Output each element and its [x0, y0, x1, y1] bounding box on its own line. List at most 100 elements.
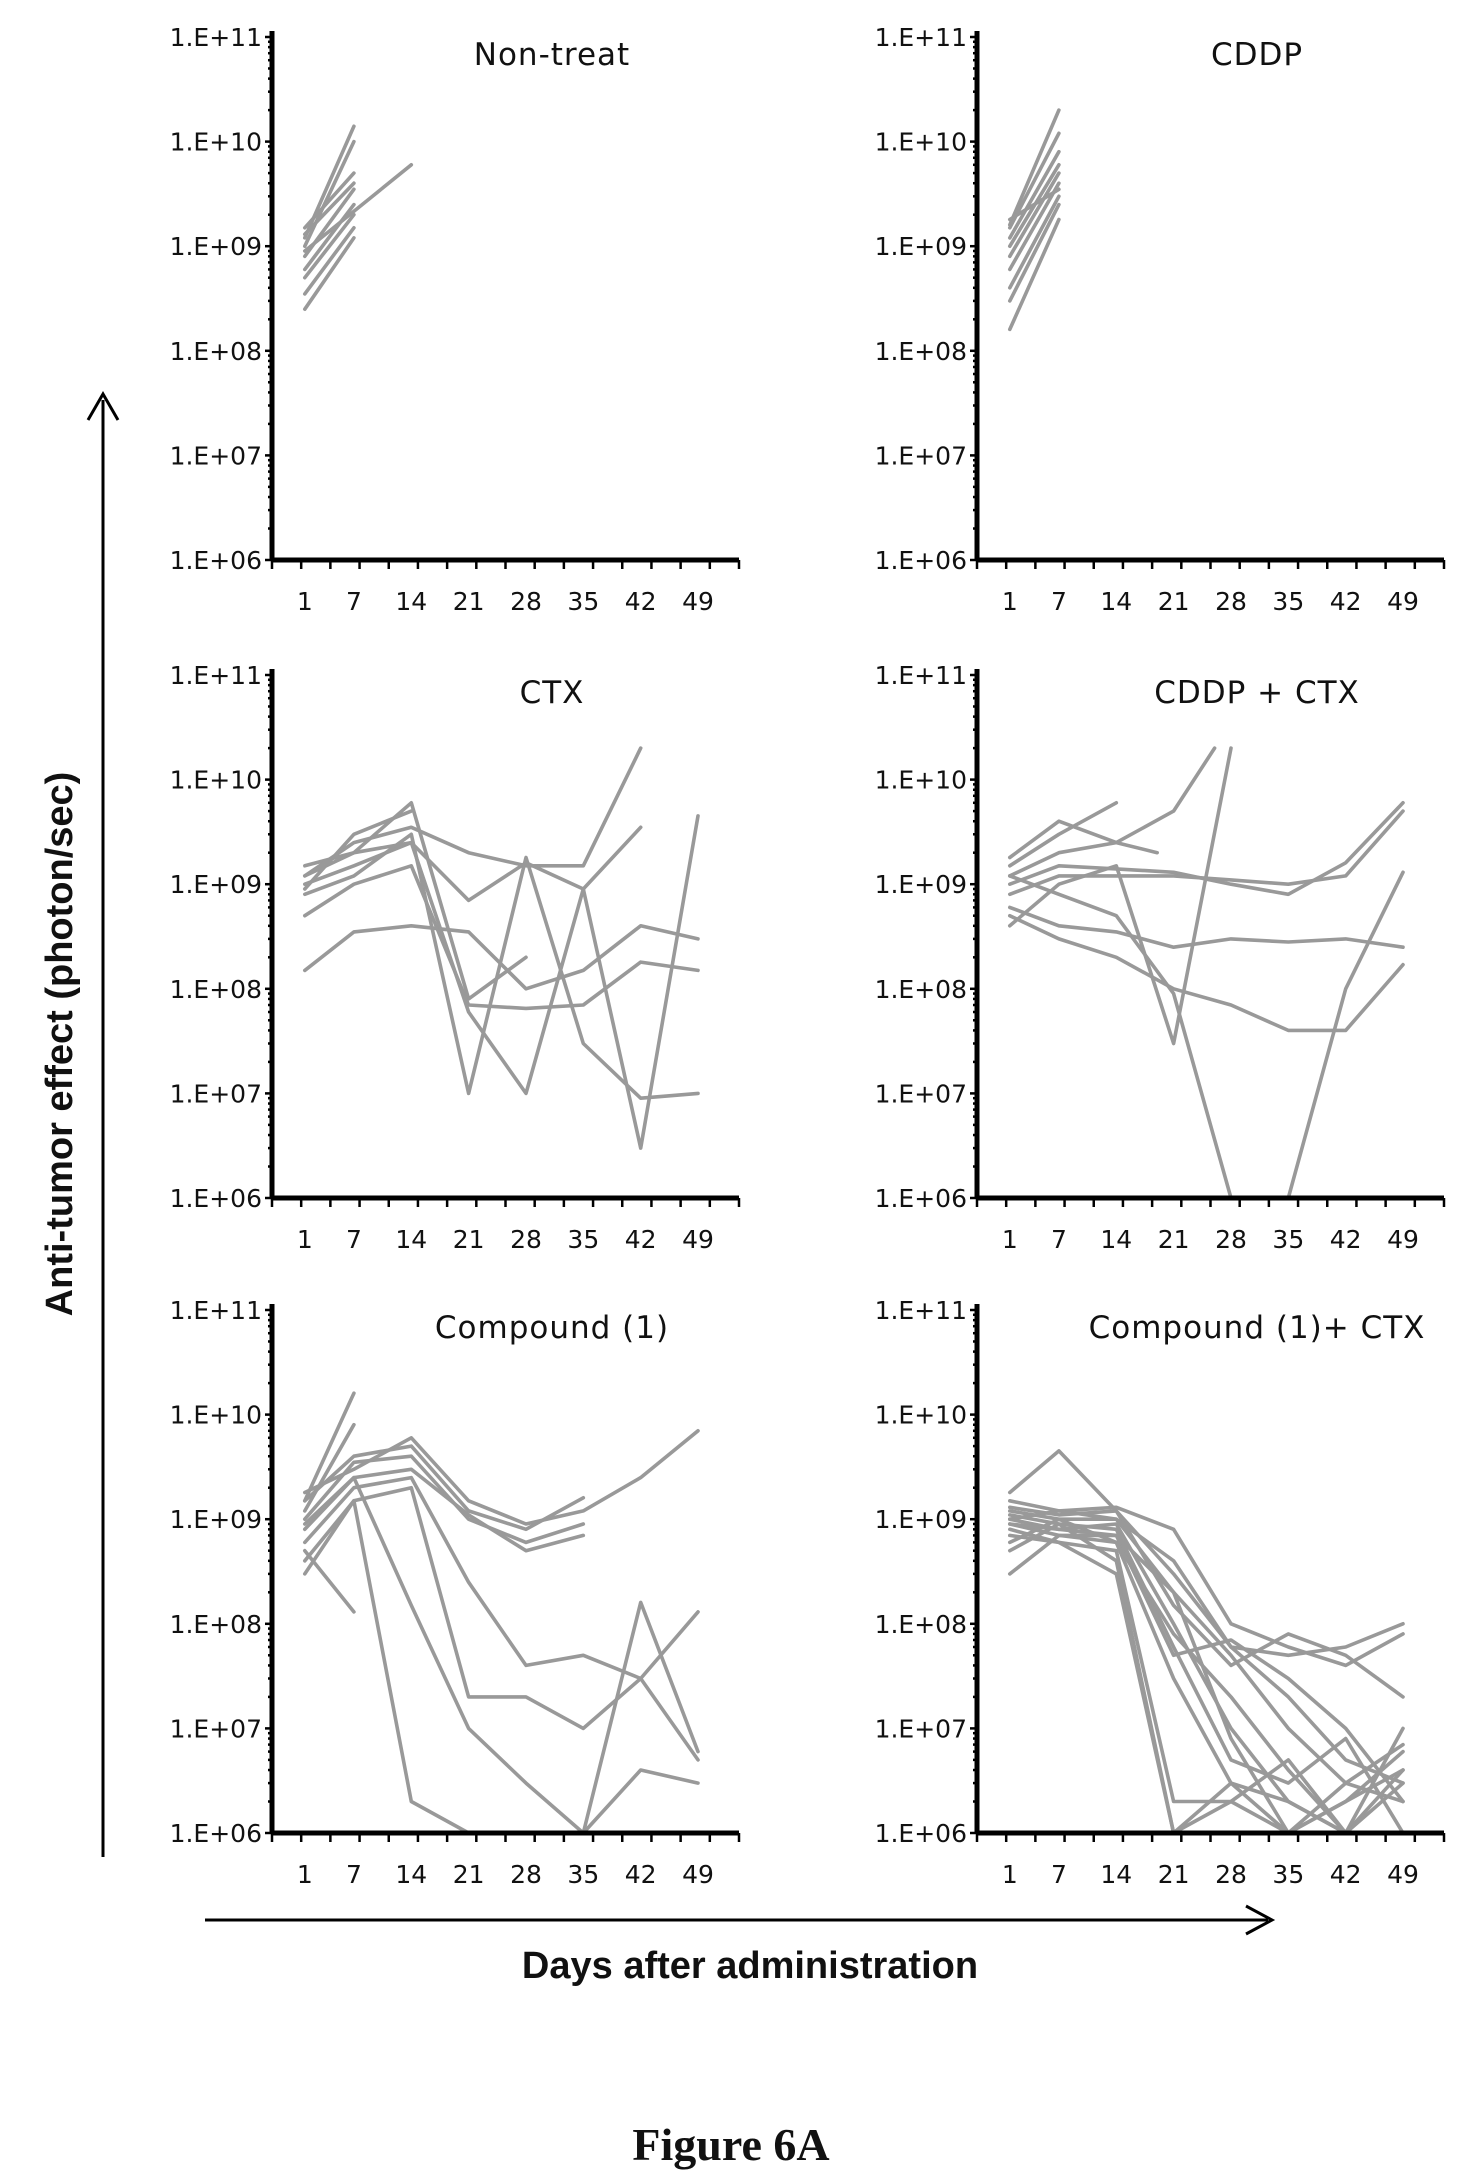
series-line-1	[1007, 746, 1217, 860]
y-tick-label: 1.E+06	[170, 546, 262, 575]
series-line-8	[302, 809, 414, 891]
y-tick-label: 1.E+08	[170, 1610, 262, 1639]
x-tick-label: 1	[297, 587, 313, 616]
x-tick-label: 35	[1272, 587, 1304, 616]
x-tick-label: 21	[453, 587, 485, 616]
series-line-2	[1007, 131, 1061, 230]
y-tick-label: 1.E+11	[875, 1296, 967, 1325]
series-line-11	[302, 1499, 700, 1835]
series-line-5	[302, 923, 700, 991]
series-line-3	[1007, 1509, 1405, 1785]
x-tick-label: 1	[1002, 1225, 1018, 1254]
y-tick-label: 1.E+08	[875, 1610, 967, 1639]
series-line-8	[1007, 1533, 1405, 1804]
series-line-1	[302, 800, 528, 1001]
series-line-3	[302, 171, 356, 230]
x-tick-label: 49	[1387, 587, 1419, 616]
x-tick-label: 35	[567, 1225, 599, 1254]
y-tick-label: 1.E+10	[875, 128, 967, 157]
y-tick-label: 1.E+06	[875, 546, 967, 575]
series-line-7	[302, 226, 356, 296]
series-line-4	[302, 1429, 700, 1526]
y-tick-label: 1.E+11	[875, 23, 967, 52]
series-line-2	[302, 1422, 356, 1513]
y-tick-label: 1.E+08	[170, 975, 262, 1004]
x-tick-label: 21	[453, 1225, 485, 1254]
x-tick-label: 49	[682, 1860, 714, 1889]
chart-panel-cddp-ctx: CDDP + CTX 1.E+06 1.E+07 1.E+08 1.E+09 1.E+10…	[875, 661, 1446, 1254]
x-tick-label: 1	[297, 1860, 313, 1889]
y-tick-label: 1.E+09	[875, 232, 967, 261]
panel-title: CDDP	[1211, 37, 1303, 73]
chart-panel-ctx: CTX 1.E+06 1.E+07 1.E+08 1.E+09 1.E+10 1.E+11 1…	[170, 661, 741, 1254]
x-tick-label: 49	[682, 1225, 714, 1254]
y-tick-label: 1.E+09	[875, 1505, 967, 1534]
series-line-7	[1007, 194, 1061, 290]
y-tick-label: 1.E+07	[170, 441, 262, 470]
series-group	[302, 1391, 700, 1835]
chart-panel-non-treat: Non-treat 1.E+06 1.E+07 1.E+08 1.E+09 1.E+10 1…	[170, 23, 741, 616]
series-group	[302, 746, 700, 1150]
y-tick-label: 1.E+11	[170, 23, 262, 52]
series-line-10	[302, 1475, 700, 1835]
series-line-9	[1007, 217, 1061, 332]
series-line-6	[1007, 181, 1061, 272]
x-tick-label: 21	[1158, 1225, 1190, 1254]
y-axis-arrow	[86, 390, 120, 1857]
series-line-6	[302, 1454, 586, 1545]
y-tick-label: 1.E+06	[170, 1819, 262, 1848]
x-tick-label: 35	[1272, 1225, 1304, 1254]
x-tick-label: 35	[567, 1860, 599, 1889]
y-tick-label: 1.E+09	[170, 870, 262, 899]
y-axis-title: Anti-tumor effect (photon/sec)	[39, 772, 81, 1317]
x-tick-label: 7	[346, 1860, 362, 1889]
x-tick-label: 1	[297, 1225, 313, 1254]
series-line-2	[302, 139, 356, 248]
series-line-11	[1007, 1527, 1405, 1835]
y-tick-label: 1.E+11	[170, 1296, 262, 1325]
series-line-6	[302, 863, 700, 1011]
x-tick-label: 28	[1215, 587, 1247, 616]
panel-title: Non-treat	[474, 37, 630, 73]
series-line-2	[1007, 1499, 1405, 1668]
x-tick-label: 21	[453, 1860, 485, 1889]
y-tick-label: 1.E+10	[170, 128, 262, 157]
series-line-9	[1007, 1505, 1405, 1699]
y-tick-label: 1.E+10	[170, 1401, 262, 1430]
x-tick-label: 7	[1051, 1860, 1067, 1889]
series-line-6	[1007, 905, 1405, 950]
y-tick-label: 1.E+09	[170, 232, 262, 261]
x-tick-label: 14	[1100, 587, 1132, 616]
x-tick-label: 1	[1002, 587, 1018, 616]
chart-panels: Non-treat 1.E+06 1.E+07 1.E+08 1.E+09 1.E+10 1…	[170, 23, 1446, 1889]
series-line-5	[302, 202, 356, 272]
x-tick-label: 21	[1158, 587, 1190, 616]
y-tick-label: 1.E+08	[875, 975, 967, 1004]
x-tick-label: 28	[510, 1225, 542, 1254]
y-tick-label: 1.E+10	[170, 766, 262, 795]
y-tick-label: 1.E+09	[875, 870, 967, 899]
series-line-13	[1007, 1509, 1405, 1785]
y-tick-label: 1.E+07	[875, 441, 967, 470]
chart-panel-compound-1: Compound (1) 1.E+06 1.E+07 1.E+08 1.E+09 1.E+…	[170, 1296, 741, 1889]
series-line-3	[302, 825, 643, 903]
chart-panel-cddp: CDDP 1.E+06 1.E+07 1.E+08 1.E+09 1.E+10 1.E+11…	[875, 23, 1446, 616]
series-line-8	[302, 1475, 700, 1762]
series-line-7	[1007, 913, 1405, 1033]
y-tick-label: 1.E+08	[875, 337, 967, 366]
series-line-10	[302, 181, 356, 237]
panel-title: CTX	[520, 675, 585, 711]
x-axis-title: Days after administration	[522, 1945, 978, 1987]
x-tick-label: 28	[1215, 1860, 1247, 1889]
series-line-7	[302, 814, 700, 1150]
series-line-1	[1007, 108, 1061, 227]
x-tick-label: 42	[1330, 1225, 1362, 1254]
x-tick-label: 42	[625, 587, 657, 616]
series-line-3	[1007, 149, 1061, 240]
x-tick-label: 14	[395, 587, 427, 616]
series-line-1	[1007, 1449, 1405, 1658]
y-tick-label: 1.E+06	[170, 1184, 262, 1213]
series-line-8	[1007, 202, 1061, 303]
series-line-5	[1007, 171, 1061, 259]
